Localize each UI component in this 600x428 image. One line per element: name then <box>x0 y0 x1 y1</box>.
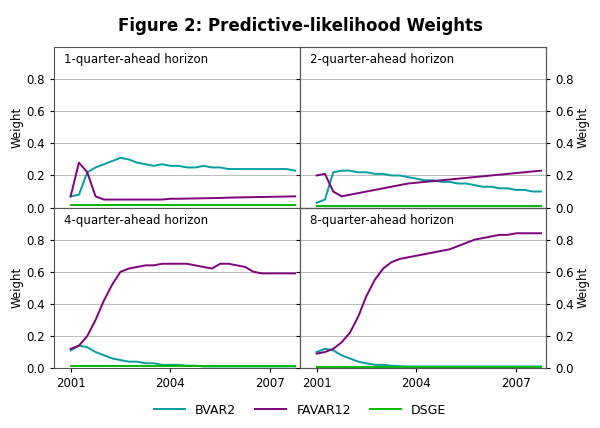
Y-axis label: Weight: Weight <box>577 107 589 148</box>
Text: 2-quarter-ahead horizon: 2-quarter-ahead horizon <box>310 54 454 66</box>
Text: Figure 2: Predictive-likelihood Weights: Figure 2: Predictive-likelihood Weights <box>118 17 482 35</box>
Legend: BVAR2, FAVAR12, DSGE: BVAR2, FAVAR12, DSGE <box>149 399 451 422</box>
Y-axis label: Weight: Weight <box>11 267 23 309</box>
Text: 1-quarter-ahead horizon: 1-quarter-ahead horizon <box>64 54 208 66</box>
Text: 4-quarter-ahead horizon: 4-quarter-ahead horizon <box>64 214 208 227</box>
Text: 8-quarter-ahead horizon: 8-quarter-ahead horizon <box>310 214 454 227</box>
Y-axis label: Weight: Weight <box>577 267 589 309</box>
Y-axis label: Weight: Weight <box>11 107 23 148</box>
